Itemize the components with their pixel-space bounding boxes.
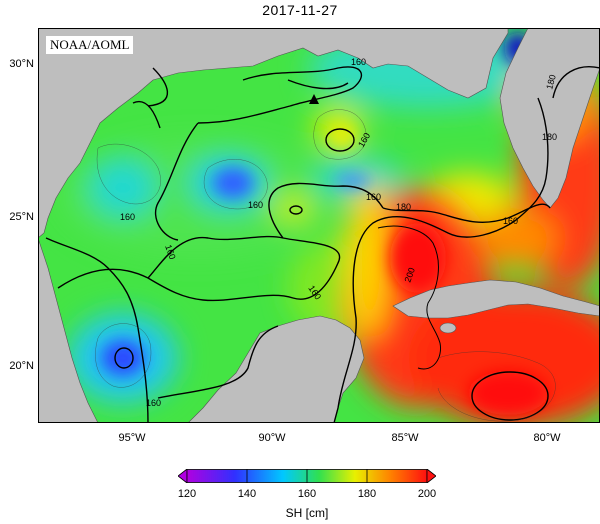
land-yucatan xyxy=(187,315,365,423)
colorbar-tick: 120 xyxy=(177,488,197,500)
contour-high-south xyxy=(471,371,549,421)
colorbar-title: SH [cm] xyxy=(285,506,329,520)
lon-label-95w: 95°W xyxy=(118,432,146,444)
contour-west-low xyxy=(45,237,149,423)
contour-180-east xyxy=(552,66,600,99)
lon-label-80w: 80°W xyxy=(533,432,561,444)
contour-thin-5 xyxy=(313,109,367,160)
contour-200 xyxy=(377,225,442,370)
contour-thin-4 xyxy=(437,351,556,422)
contour-label: 160 xyxy=(366,192,381,202)
land-cuba xyxy=(392,279,600,319)
contour-160-north xyxy=(132,66,363,129)
contour-label: 160 xyxy=(351,57,366,67)
colorbar-tick: 180 xyxy=(357,488,377,500)
contour-label: 160 xyxy=(248,200,263,210)
contour-thin-2 xyxy=(203,159,268,210)
colorbar xyxy=(177,468,437,484)
source-label: NOAA/AOML xyxy=(46,36,134,54)
station-marker-icon xyxy=(309,94,319,104)
contour-label: 160 xyxy=(163,243,178,261)
land xyxy=(38,28,600,423)
contour-180-main xyxy=(333,97,549,423)
map-title: 2017-11-27 xyxy=(262,2,338,18)
contour-label: 180 xyxy=(542,132,557,142)
land-mexico-west xyxy=(38,237,99,423)
lon-label-90w: 90°W xyxy=(258,432,286,444)
lat-label-20n: 20°N xyxy=(9,360,34,372)
contour-low-center xyxy=(114,347,134,369)
colorbar-tick: 160 xyxy=(297,488,317,500)
colorbar-tick: 200 xyxy=(417,488,437,500)
colorbar-tick: 140 xyxy=(237,488,257,500)
contour-160-west xyxy=(147,67,169,107)
contour-label: 160 xyxy=(503,216,518,226)
contour-label: 180 xyxy=(396,202,411,212)
contour-thin-1 xyxy=(96,143,161,205)
contour-160-east xyxy=(382,203,551,223)
lat-label-25n: 25°N xyxy=(9,211,34,223)
contour-label: 180 xyxy=(544,73,558,90)
field-blobs xyxy=(58,28,600,423)
colorbar-right-arrow xyxy=(426,468,437,484)
contour-high-north xyxy=(325,128,355,152)
map-canvas: 160 160 160 160 160 160 160 160 160 180 … xyxy=(38,28,600,423)
colorbar-svg xyxy=(177,468,437,484)
colorbar-divisions xyxy=(246,469,368,483)
contour-yellow-spot xyxy=(289,205,303,215)
contour-label: 160 xyxy=(120,212,135,222)
contour-label: 200 xyxy=(402,266,417,284)
contour-thin xyxy=(95,109,556,422)
sea-height-map: 160 160 160 160 160 160 160 160 160 180 … xyxy=(38,28,600,423)
contour-lines xyxy=(45,66,600,423)
contour-north-east xyxy=(287,79,349,90)
field-highlights xyxy=(101,32,548,415)
lat-label-30n: 30°N xyxy=(9,58,34,70)
contour-label-group: 160 160 160 160 160 160 160 160 160 180 … xyxy=(120,57,558,408)
colorbar-left-arrow xyxy=(177,468,188,484)
contour-thin-3 xyxy=(95,323,152,388)
contour-160-central xyxy=(57,235,341,302)
land-florida xyxy=(499,28,600,209)
lon-label-85w: 85°W xyxy=(391,432,419,444)
contour-160-mid xyxy=(154,122,384,241)
land-isle-of-youth xyxy=(439,322,457,334)
contour-south xyxy=(157,325,279,399)
contour-label: 160 xyxy=(146,398,161,408)
